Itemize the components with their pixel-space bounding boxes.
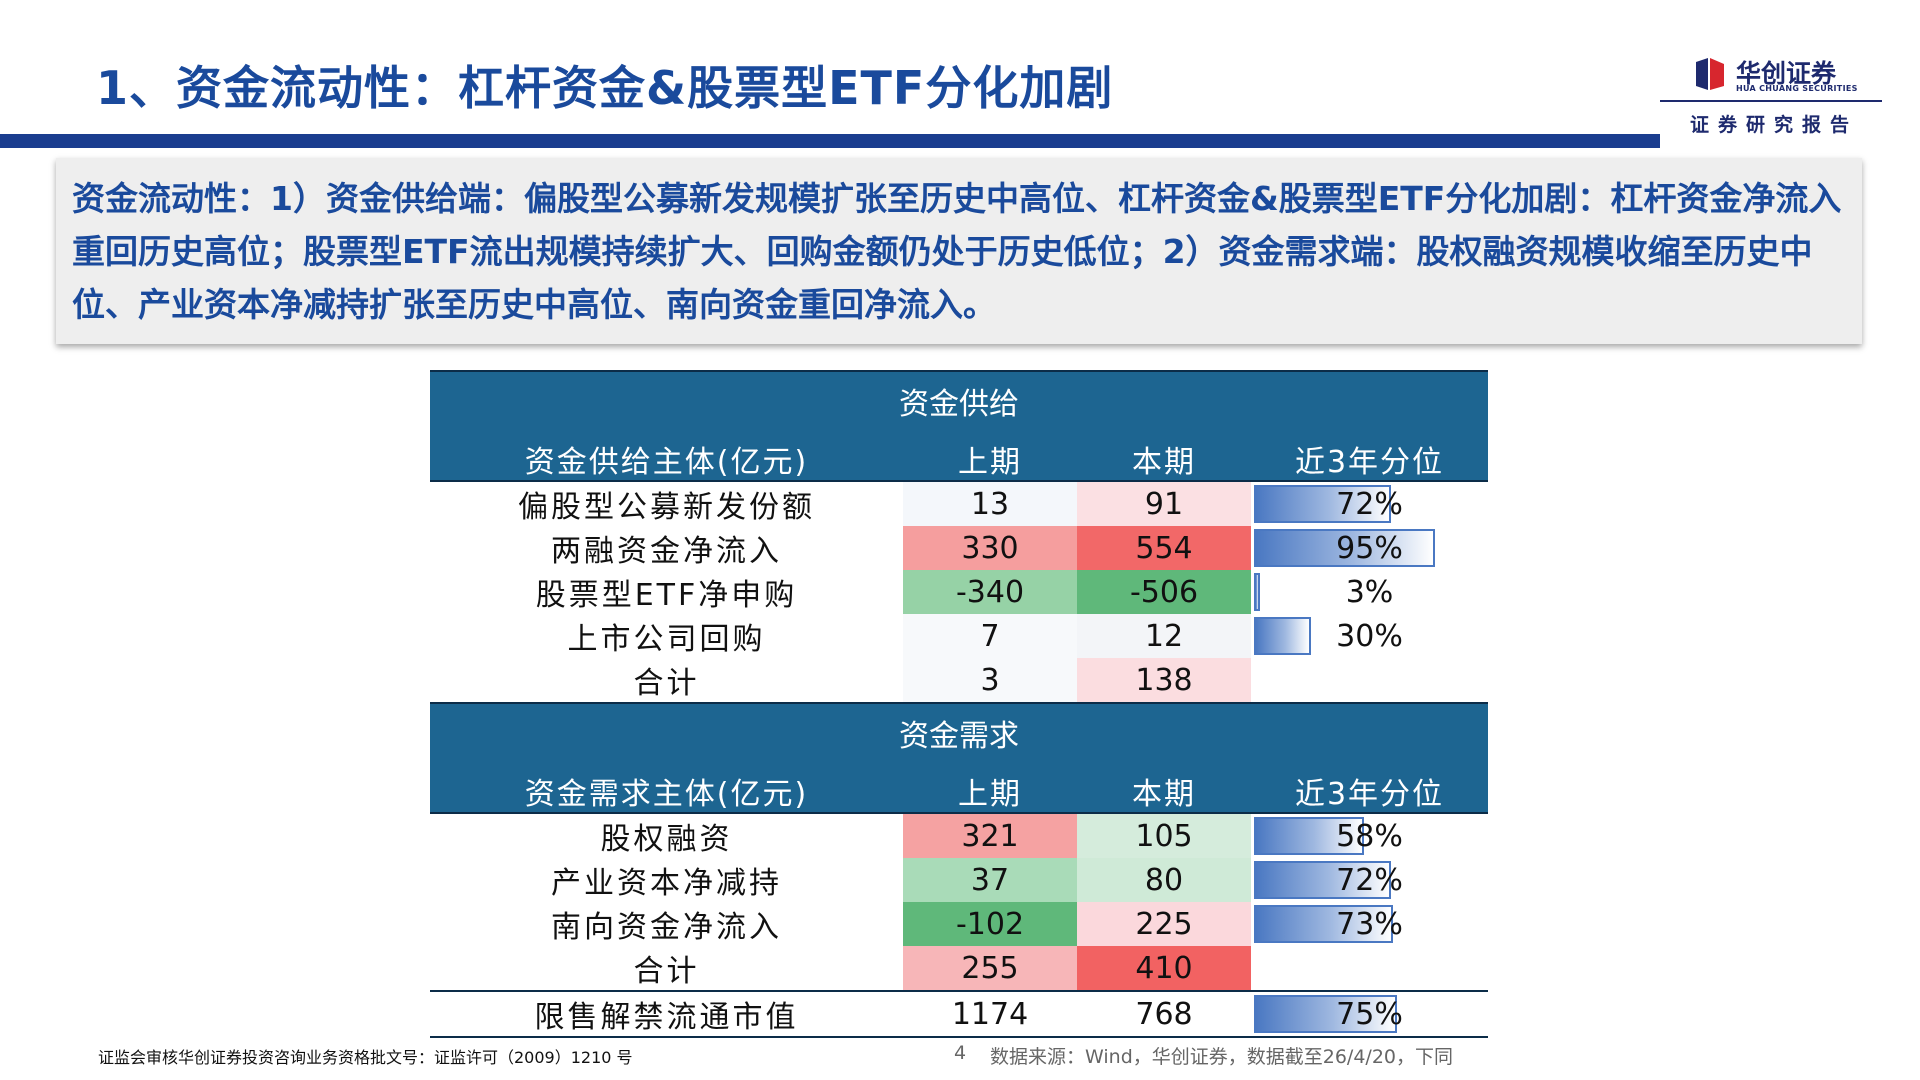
percentile-bar <box>1254 617 1311 655</box>
row-prev-value: -340 <box>903 570 1077 614</box>
row-percentile <box>1251 946 1488 990</box>
row-prev-value: 7 <box>903 614 1077 658</box>
row-curr-value: 768 <box>1135 996 1193 1032</box>
header-percentile: 近3年分位 <box>1294 777 1445 812</box>
percentile-bar <box>1254 529 1435 567</box>
source-note: 数据来源：Wind，华创证券，数据截至26/4/20，下同 <box>990 1046 1453 1068</box>
row-prev-value: 37 <box>903 858 1077 902</box>
row-name: 股票型ETF净申购 <box>535 578 798 613</box>
header-prev: 上期 <box>958 445 1022 480</box>
row-percentile: 58% <box>1251 814 1488 858</box>
demand-section-title: 资金需求 <box>430 702 1488 770</box>
row-name: 合计 <box>633 666 700 701</box>
percentile-text: 30% <box>1336 618 1403 654</box>
percentile-text: 58% <box>1336 818 1403 854</box>
table-row: 股权融资 321 105 58% <box>430 814 1488 858</box>
liquidity-table: 资金供给 资金供给主体(亿元) 上期 本期 近3年分位 偏股型公募新发份额 13 9… <box>430 370 1488 1038</box>
percentile-text: 73% <box>1336 906 1403 942</box>
row-name: 偏股型公募新发份额 <box>518 490 815 525</box>
supply-rows: 偏股型公募新发份额 13 91 72% 两融资金净流入 330 554 95% 股票型ETF净申… <box>430 482 1488 702</box>
row-curr-value: 91 <box>1077 482 1251 526</box>
percentile-bar <box>1254 995 1397 1033</box>
row-name: 股权融资 <box>600 822 733 857</box>
percentile-bar <box>1254 485 1391 523</box>
summary-text: 资金流动性：1）资金供给端：偏股型公募新发规模扩张至历史中高位、杠杆资金&股票型… <box>72 179 1842 324</box>
row-percentile: 72% <box>1251 482 1488 526</box>
demand-header-row: 资金需求主体(亿元) 上期 本期 近3年分位 <box>430 770 1488 814</box>
header-name: 资金供给主体(亿元) <box>524 445 809 480</box>
brand-name-en: HUA CHUANG SECURITIES <box>1736 84 1858 93</box>
row-prev-value: 330 <box>903 526 1077 570</box>
table-row: 产业资本净减持 37 80 72% <box>430 858 1488 902</box>
row-prev-value: -102 <box>903 902 1077 946</box>
row-curr-value: 138 <box>1077 658 1251 702</box>
percentile-text: 95% <box>1336 530 1403 566</box>
percentile-bar <box>1254 861 1391 899</box>
supply-header-row: 资金供给主体(亿元) 上期 本期 近3年分位 <box>430 438 1488 482</box>
row-prev-value: 1174 <box>951 996 1029 1032</box>
page-number: 4 <box>954 1042 967 1064</box>
header-curr: 本期 <box>1132 445 1196 480</box>
percentile-bar <box>1254 905 1393 943</box>
demand-rows: 股权融资 321 105 58% 产业资本净减持 37 80 72% 南向资金净流入 -102 22… <box>430 814 1488 990</box>
row-prev-value: 321 <box>903 814 1077 858</box>
table-row: 南向资金净流入 -102 225 73% <box>430 902 1488 946</box>
row-percentile: 75% <box>1251 992 1488 1036</box>
percentile-text: 75% <box>1336 996 1403 1032</box>
row-curr-value: 105 <box>1077 814 1251 858</box>
row-percentile: 30% <box>1251 614 1488 658</box>
report-type-label: 证券研究报告 <box>1690 114 1859 136</box>
percentile-text: 72% <box>1336 486 1403 522</box>
percentile-text: 72% <box>1336 862 1403 898</box>
row-name: 产业资本净减持 <box>551 866 782 901</box>
table-row: 两融资金净流入 330 554 95% <box>430 526 1488 570</box>
table-row: 偏股型公募新发份额 13 91 72% <box>430 482 1488 526</box>
row-curr-value: 410 <box>1077 946 1251 990</box>
row-prev-value: 13 <box>903 482 1077 526</box>
row-name: 两融资金净流入 <box>551 534 782 569</box>
header-curr: 本期 <box>1132 777 1196 812</box>
table-row: 股票型ETF净申购 -340 -506 3% <box>430 570 1488 614</box>
brand-name-cn: 华创证券 <box>1736 59 1837 88</box>
header-percentile: 近3年分位 <box>1294 445 1445 480</box>
row-curr-value: 80 <box>1077 858 1251 902</box>
row-curr-value: 12 <box>1077 614 1251 658</box>
row-curr-value: 225 <box>1077 902 1251 946</box>
percentile-bar <box>1254 573 1260 611</box>
summary-box: 资金流动性：1）资金供给端：偏股型公募新发规模扩张至历史中高位、杠杆资金&股票型… <box>56 158 1862 344</box>
percentile-text: 3% <box>1345 574 1394 610</box>
table-row: 合计 255 410 <box>430 946 1488 990</box>
row-percentile: 95% <box>1251 526 1488 570</box>
row-percentile: 72% <box>1251 858 1488 902</box>
unlock-row: 限售解禁流通市值 1174 768 75% <box>430 990 1488 1038</box>
row-percentile: 3% <box>1251 570 1488 614</box>
row-curr-value: 554 <box>1077 526 1251 570</box>
row-name: 限售解禁流通市值 <box>534 1000 799 1035</box>
percentile-bar <box>1254 817 1364 855</box>
row-name: 上市公司回购 <box>567 622 766 657</box>
supply-section-title: 资金供给 <box>430 370 1488 438</box>
page-title: 1、资金流动性：杠杆资金&股票型ETF分化加剧 <box>96 61 1114 115</box>
row-curr-value: -506 <box>1077 570 1251 614</box>
table-row: 上市公司回购 7 12 30% <box>430 614 1488 658</box>
header-bar <box>0 134 1660 148</box>
brand-divider <box>1660 100 1882 102</box>
header-name: 资金需求主体(亿元) <box>524 777 809 812</box>
table-row: 合计 3 138 <box>430 658 1488 702</box>
row-name: 合计 <box>633 954 700 989</box>
row-prev-value: 3 <box>903 658 1077 702</box>
row-prev-value: 255 <box>903 946 1077 990</box>
brand-logo: 华创证券 HUA CHUANG SECURITIES <box>1692 54 1862 96</box>
row-percentile <box>1251 658 1488 702</box>
row-name: 南向资金净流入 <box>551 910 782 945</box>
header-prev: 上期 <box>958 777 1022 812</box>
brand-mark-icon <box>1696 58 1724 90</box>
row-percentile: 73% <box>1251 902 1488 946</box>
license-text: 证监会审核华创证券投资咨询业务资格批文号：证监许可（2009）1210 号 <box>98 1048 633 1067</box>
